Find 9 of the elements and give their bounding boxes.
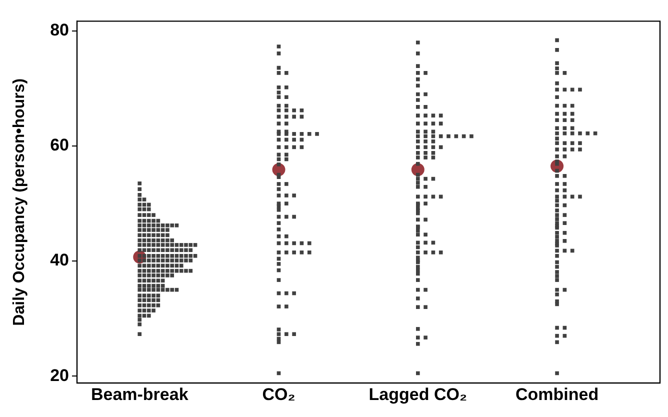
- x-tick-label: CO₂: [262, 384, 296, 404]
- y-tick-label: 80: [50, 20, 69, 40]
- x-tick-label: Lagged CO₂: [368, 384, 468, 404]
- y-tick-label: 60: [50, 136, 69, 155]
- y-tick-label: 20: [50, 366, 69, 385]
- y-tick-label: 40: [50, 250, 69, 270]
- y-axis-title: Daily Occupancy (person•hours): [11, 78, 28, 326]
- x-tick-label: Combined: [515, 384, 599, 404]
- x-tick-label: Beam-break: [90, 384, 189, 404]
